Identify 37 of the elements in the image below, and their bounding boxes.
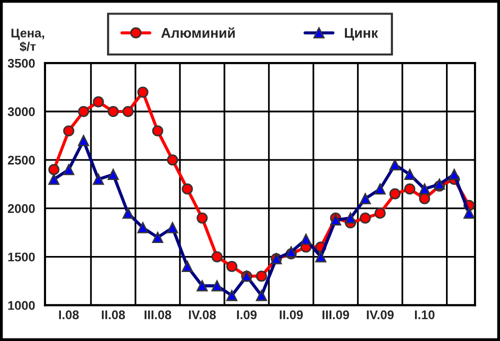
point	[360, 212, 371, 224]
point	[152, 125, 164, 136]
point	[122, 106, 134, 118]
point	[389, 188, 400, 200]
point	[226, 260, 238, 272]
point	[92, 96, 104, 108]
y-tick-label: 2000	[8, 204, 35, 214]
y-tick-label: 2500	[8, 156, 35, 165]
x-tick-label: I.08	[59, 310, 79, 320]
x-tick-label: II.08	[102, 310, 125, 320]
point	[166, 154, 178, 166]
x-tick-label: IV.09	[366, 310, 394, 320]
x-tick-label: I.09	[237, 310, 257, 320]
point	[256, 270, 268, 282]
point	[404, 183, 416, 195]
point	[374, 208, 386, 219]
y-tick-label: 1500	[8, 252, 35, 262]
legend-label: Алюминий	[161, 27, 235, 38]
point	[211, 251, 223, 262]
point	[78, 106, 90, 118]
y-tick-label: 3000	[8, 107, 35, 116]
x-tick-label: II.09	[280, 310, 303, 320]
point	[63, 125, 74, 136]
x-tick-label: III.08	[144, 310, 172, 320]
y-tick-label: 1000	[8, 300, 35, 310]
point	[48, 164, 60, 176]
y-tick-label: 3500	[8, 58, 35, 68]
y-axis-title: Цена, $/т	[12, 28, 44, 52]
point	[196, 212, 208, 224]
x-tick-label: I.10	[415, 310, 434, 320]
x-tick-label: IV.08	[188, 310, 216, 320]
point	[182, 183, 193, 195]
legend-label: Цинк	[344, 28, 378, 40]
point	[419, 193, 430, 204]
point	[137, 86, 148, 98]
x-tick-label: III.09	[322, 310, 350, 320]
point	[108, 106, 119, 118]
